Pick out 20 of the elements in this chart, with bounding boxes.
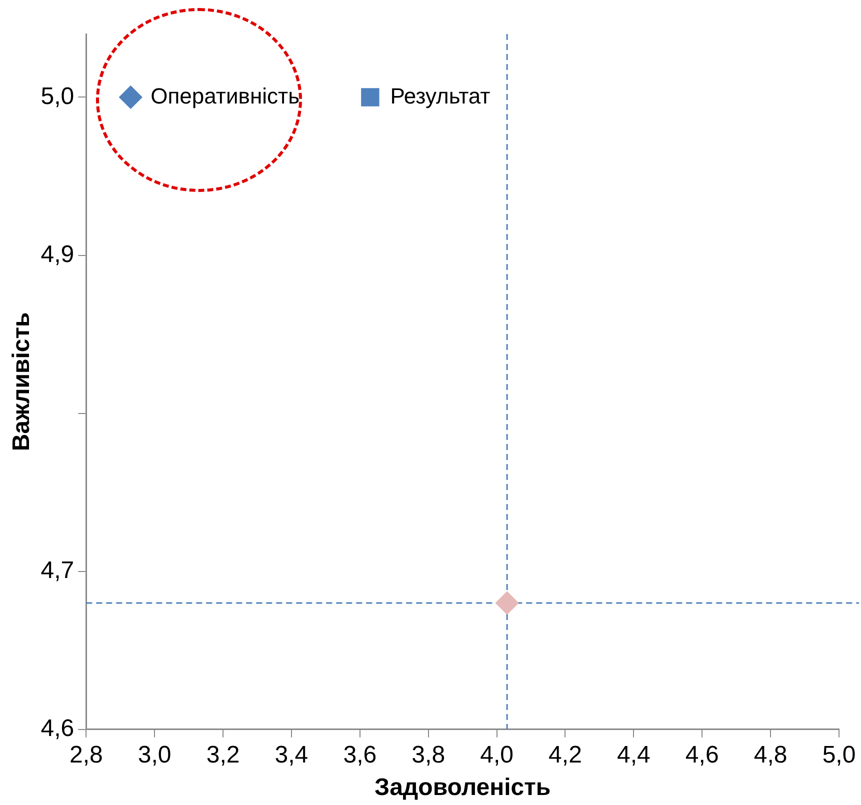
y-tick-label: 4,9 [40,240,74,268]
y-tick-label: 4,7 [40,556,74,584]
x-tick-label: 4,8 [754,741,788,768]
x-tick-label: 3,0 [138,741,172,768]
x-tick-label: 4,0 [480,741,514,768]
x-tick-label: 4,6 [685,741,719,768]
x-tick-label: 4,2 [548,741,582,768]
x-tick-label: 3,8 [412,741,446,768]
y-axis-title: Важливість [8,312,36,452]
y-tick-label: 5,0 [40,82,74,110]
x-tick-label: 5,0 [822,741,856,768]
x-tick-label: 2,8 [69,741,103,768]
series-label: Оперативність [150,83,300,108]
x-axis-title: Задоволеність [374,774,551,802]
x-tick-label: 3,6 [343,741,377,768]
x-tick-label: 3,4 [274,741,308,768]
x-tick-label: 4,4 [616,741,650,768]
series-label: Результат [390,83,490,108]
x-tick-label: 3,2 [206,741,240,768]
y-tick-label: 4,6 [40,715,74,742]
